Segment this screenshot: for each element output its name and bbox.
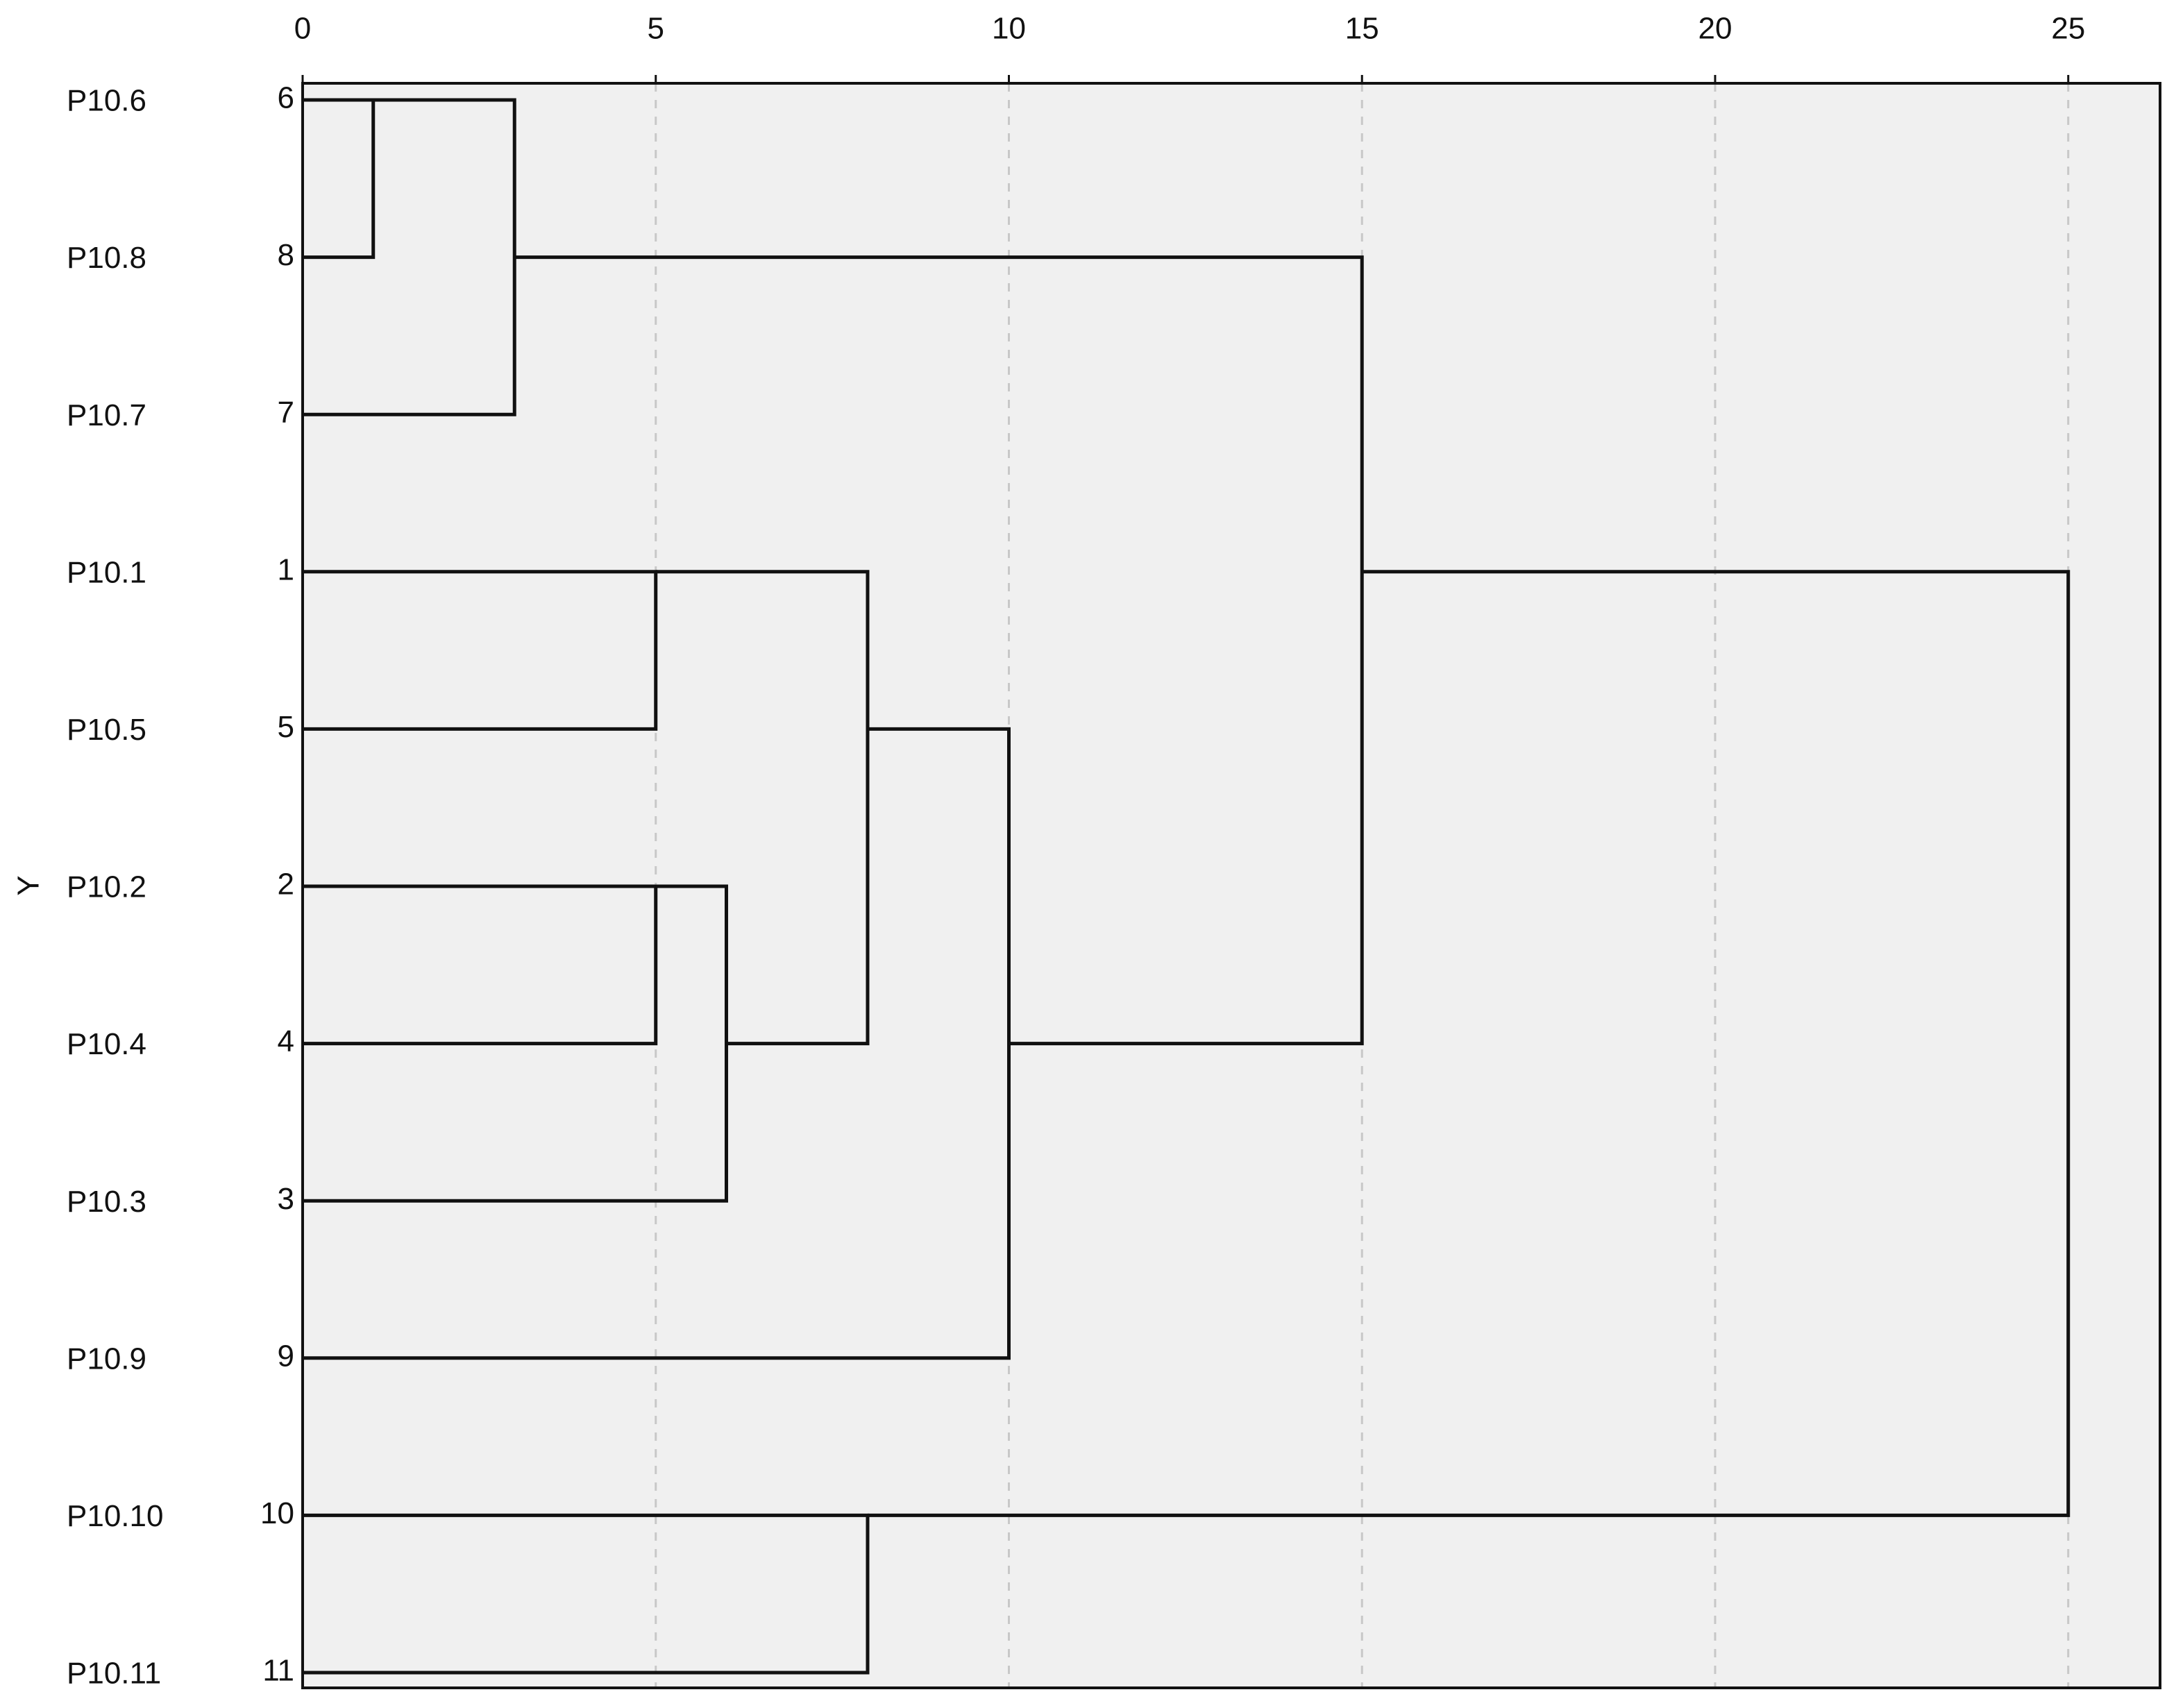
leaf-name: P10.10	[67, 1499, 163, 1533]
leaf-number: 9	[278, 1339, 294, 1373]
leaf-name: P10.4	[67, 1027, 146, 1061]
leaf-name: P10.9	[67, 1342, 146, 1376]
leaf-name: P10.1	[67, 555, 146, 589]
x-tick-label: 5	[648, 12, 664, 46]
leaf-number: 2	[278, 868, 294, 902]
x-tick-label: 15	[1345, 12, 1379, 46]
leaf-name: P10.6	[67, 84, 146, 118]
leaf-number: 6	[278, 81, 294, 115]
leaf-number: 5	[278, 710, 294, 744]
leaf-name: P10.3	[67, 1185, 146, 1219]
leaf-name: P10.2	[67, 870, 146, 904]
leaf-name: P10.5	[67, 713, 146, 747]
leaf-number: 10	[260, 1496, 294, 1530]
leaf-number: 4	[278, 1024, 294, 1058]
merge-link	[303, 1513, 870, 1675]
leaf-number: 11	[262, 1654, 294, 1688]
y-axis-label: Y	[12, 875, 46, 895]
plot-frame	[301, 82, 2161, 1689]
merge-link	[303, 570, 658, 731]
merge-link	[303, 98, 376, 260]
merge-link	[514, 255, 1364, 1046]
merge-link	[303, 884, 658, 1046]
x-tick-label: 0	[294, 12, 311, 46]
merge-link	[655, 570, 870, 1046]
x-tick-label: 20	[1698, 12, 1732, 46]
leaf-number: 8	[278, 238, 294, 272]
leaf-name: P10.11	[67, 1657, 161, 1691]
merge-link	[303, 884, 728, 1203]
x-tick-label: 25	[2051, 12, 2085, 46]
leaf-name: P10.8	[67, 241, 146, 275]
leaf-number: 1	[278, 552, 294, 586]
merge-link	[303, 727, 1011, 1360]
leaf-number: 7	[278, 396, 294, 430]
leaf-name: P10.7	[67, 398, 146, 432]
x-tick-label: 10	[992, 12, 1026, 46]
leaf-number: 3	[278, 1182, 294, 1216]
merge-link	[867, 570, 2071, 1517]
